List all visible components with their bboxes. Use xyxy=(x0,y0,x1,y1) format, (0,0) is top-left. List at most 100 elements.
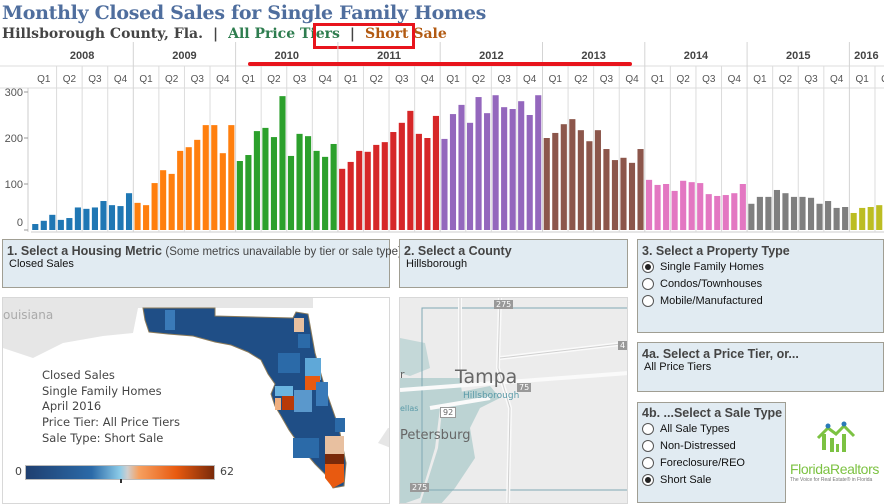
bar-2011-m4[interactable] xyxy=(364,151,371,230)
radio-button-icon[interactable] xyxy=(642,294,654,307)
bar-2012-m7[interactable] xyxy=(492,95,499,230)
bar-2010-m11[interactable] xyxy=(322,156,329,230)
bar-2008-m10[interactable] xyxy=(108,205,116,230)
bar-2008-m1[interactable] xyxy=(32,224,39,230)
bar-2013-m10[interactable] xyxy=(620,157,627,230)
radio-condos-townhouses[interactable]: Condos/Townhouses xyxy=(642,275,879,292)
radio-button-icon[interactable] xyxy=(642,422,654,435)
bar-2015-m5[interactable] xyxy=(782,193,789,230)
sale-type-selector[interactable]: 4b. ...Select a Sale Type All Sale Types… xyxy=(637,402,786,503)
bar-2011-m1[interactable] xyxy=(339,168,346,230)
radio-non-distressed[interactable]: Non-Distressed xyxy=(642,437,781,454)
bar-2014-m1[interactable] xyxy=(646,179,653,230)
bar-2008-m11[interactable] xyxy=(117,206,124,230)
bar-2012-m4[interactable] xyxy=(466,122,474,230)
bar-2011-m3[interactable] xyxy=(356,150,363,230)
bar-2011-m8[interactable] xyxy=(398,122,405,230)
bar-2013-m8[interactable] xyxy=(603,149,610,230)
bar-2012-m9[interactable] xyxy=(509,109,516,230)
bar-2010-m5[interactable] xyxy=(270,137,278,230)
bar-2013-m1[interactable] xyxy=(543,138,550,230)
bar-2015-m8[interactable] xyxy=(807,197,815,230)
bar-2008-m6[interactable] xyxy=(74,207,81,230)
bar-2012-m10[interactable] xyxy=(518,101,525,230)
bar-2013-m4[interactable] xyxy=(569,119,576,230)
bar-2010-m4[interactable] xyxy=(262,127,269,230)
bar-2009-m10[interactable] xyxy=(211,125,218,230)
radio-button-icon[interactable] xyxy=(642,456,654,469)
radio-button-icon[interactable] xyxy=(642,439,654,452)
bar-2012-m8[interactable] xyxy=(501,107,508,230)
bar-2012-m2[interactable] xyxy=(449,114,457,230)
bar-2015-m2[interactable] xyxy=(756,196,763,230)
bar-2009-m3[interactable] xyxy=(151,183,158,230)
bar-2014-m7[interactable] xyxy=(697,183,704,230)
bar-2008-m5[interactable] xyxy=(66,218,73,230)
county-map-shapes[interactable] xyxy=(400,298,628,504)
bar-2013-m11[interactable] xyxy=(628,162,636,230)
bar-2012-m5[interactable] xyxy=(475,97,482,230)
bar-2009-m6[interactable] xyxy=(177,150,184,230)
bar-2012-m3[interactable] xyxy=(458,104,465,230)
bar-2015-m10[interactable] xyxy=(825,201,832,230)
bar-2008-m9[interactable] xyxy=(100,201,107,230)
bar-2009-m2[interactable] xyxy=(143,205,150,230)
bar-2011-m10[interactable] xyxy=(415,133,422,230)
county-detail-map[interactable]: Tampa Hillsborough Petersburg ellas r 27… xyxy=(399,297,628,504)
metric-value[interactable]: Closed Sales xyxy=(9,258,74,270)
bar-chart[interactable]: 0 100 200 300 2008 Q1 Q2 Q3 Q4 2009 Q1 Q2 Q3 Q4 2010 Q1… xyxy=(0,42,884,234)
bar-2011-m2[interactable] xyxy=(347,161,354,230)
tier-value[interactable]: All Price Tiers xyxy=(644,361,712,373)
florida-county-map[interactable]: ouisiana Closed Sales Single Family Homes… xyxy=(2,297,390,504)
bar-2014-m5[interactable] xyxy=(680,180,687,230)
bar-2010-m9[interactable] xyxy=(305,136,312,230)
bar-2014-m6[interactable] xyxy=(688,182,695,230)
bar-2010-m3[interactable] xyxy=(253,131,260,230)
bar-2013-m6[interactable] xyxy=(586,141,593,230)
bar-2012-m1[interactable] xyxy=(441,138,448,230)
bar-2012-m11[interactable] xyxy=(526,115,533,230)
bar-2009-m5[interactable] xyxy=(168,173,175,230)
bar-2013-m3[interactable] xyxy=(560,124,567,230)
bar-2016-m2[interactable] xyxy=(859,207,866,230)
bar-2011-m9[interactable] xyxy=(407,110,414,230)
bar-2015-m11[interactable] xyxy=(833,207,840,230)
bar-2011-m6[interactable] xyxy=(381,142,388,230)
county-selector[interactable]: 2. Select a County Hillsborough xyxy=(399,239,628,288)
bar-2016-m4[interactable] xyxy=(876,205,883,230)
radio-short-sale[interactable]: Short Sale xyxy=(642,471,781,488)
property-type-selector[interactable]: 3. Select a Property Type Single Family … xyxy=(637,239,884,333)
bar-2014-m4[interactable] xyxy=(671,190,678,230)
bar-2014-m8[interactable] xyxy=(705,194,712,230)
bar-2008-m8[interactable] xyxy=(91,207,98,230)
bar-2010-m7[interactable] xyxy=(287,155,295,230)
bar-2012-m12[interactable] xyxy=(535,95,542,230)
bar-2013-m9[interactable] xyxy=(611,160,619,230)
bar-2010-m2[interactable] xyxy=(245,155,252,230)
bar-2012-m6[interactable] xyxy=(484,113,491,230)
bar-2010-m1[interactable] xyxy=(236,161,243,230)
radio-button-icon[interactable] xyxy=(642,260,654,273)
bar-2016-m3[interactable] xyxy=(867,207,874,230)
radio-button-icon[interactable] xyxy=(642,277,654,290)
bar-2015-m9[interactable] xyxy=(816,203,823,230)
bar-2015-m6[interactable] xyxy=(790,196,798,230)
bar-2009-m12[interactable] xyxy=(228,125,235,230)
bar-2013-m7[interactable] xyxy=(594,130,601,230)
bar-2015-m12[interactable] xyxy=(842,207,849,230)
bar-2014-m10[interactable] xyxy=(722,195,729,230)
bar-2010-m8[interactable] xyxy=(296,133,303,230)
bar-2015-m7[interactable] xyxy=(799,196,806,230)
bar-2009-m11[interactable] xyxy=(219,153,226,230)
radio-foreclosure-reo[interactable]: Foreclosure/REO xyxy=(642,454,781,471)
radio-button-icon[interactable] xyxy=(642,473,654,486)
bar-2011-m12[interactable] xyxy=(432,115,439,230)
radio-all-sale-types[interactable]: All Sale Types xyxy=(642,420,781,437)
bar-2015-m4[interactable] xyxy=(773,189,780,230)
bar-2014-m9[interactable] xyxy=(714,195,721,230)
florida-map-shapes[interactable] xyxy=(3,298,390,504)
bar-2015-m1[interactable] xyxy=(748,203,755,230)
bar-2008-m12[interactable] xyxy=(125,193,133,230)
bar-2011-m7[interactable] xyxy=(390,132,397,230)
florida-realtors-logo[interactable]: FloridaRealtors The Voice for Real Estat… xyxy=(790,420,884,486)
